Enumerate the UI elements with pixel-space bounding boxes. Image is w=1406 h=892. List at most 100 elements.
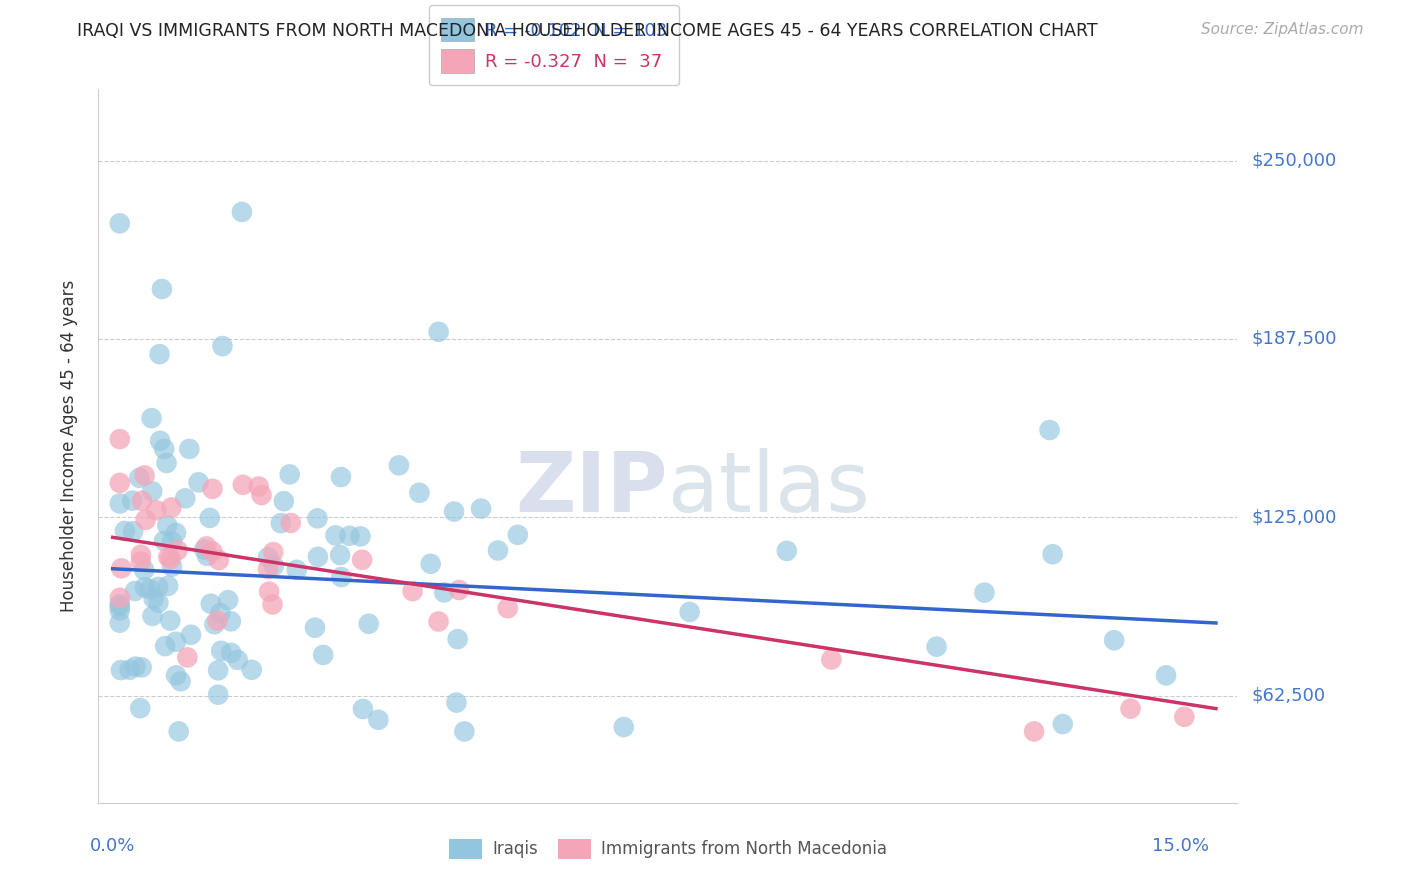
Point [449, 582, 471, 597]
Point [219, 646, 242, 660]
Point [160, 534, 183, 549]
Point [226, 653, 249, 667]
Legend: Iraqis, Immigrants from North Macedonia: Iraqis, Immigrants from North Macedonia [441, 832, 894, 866]
Point [134, 580, 156, 594]
Point [187, 475, 209, 490]
Point [1154, 668, 1177, 682]
Point [131, 494, 153, 508]
Text: 15.0%: 15.0% [1152, 837, 1209, 855]
Point [257, 562, 280, 576]
Point [231, 205, 253, 219]
Point [160, 500, 183, 515]
Text: $250,000: $250,000 [1251, 152, 1337, 169]
Text: $62,500: $62,500 [1251, 687, 1326, 705]
Point [506, 528, 529, 542]
Point [200, 597, 222, 611]
Point [134, 468, 156, 483]
Point [446, 632, 468, 646]
Point [820, 652, 842, 666]
Text: IRAQI VS IMMIGRANTS FROM NORTH MACEDONIA HOUSEHOLDER INCOME AGES 45 - 64 YEARS C: IRAQI VS IMMIGRANTS FROM NORTH MACEDONIA… [77, 22, 1098, 40]
Point [207, 614, 229, 628]
Point [108, 597, 131, 611]
Point [443, 504, 465, 518]
Point [1038, 423, 1060, 437]
Text: 0.0%: 0.0% [90, 837, 135, 855]
Point [1119, 701, 1142, 715]
Point [128, 471, 150, 485]
Point [108, 432, 131, 446]
Point [419, 557, 441, 571]
Point [160, 559, 183, 574]
Point [307, 511, 329, 525]
Point [307, 549, 329, 564]
Point [148, 347, 170, 361]
Point [193, 542, 215, 557]
Point [388, 458, 411, 473]
Point [427, 325, 450, 339]
Point [453, 724, 475, 739]
Point [208, 553, 231, 567]
Point [153, 639, 176, 653]
Point [776, 544, 799, 558]
Point [157, 550, 180, 565]
Point [156, 518, 179, 533]
Point [149, 434, 172, 448]
Point [357, 616, 380, 631]
Point [129, 548, 152, 562]
Point [174, 491, 197, 506]
Point [925, 640, 948, 654]
Point [141, 411, 163, 425]
Text: Source: ZipAtlas.com: Source: ZipAtlas.com [1201, 22, 1364, 37]
Point [134, 563, 156, 577]
Point [1173, 710, 1195, 724]
Point [165, 525, 187, 540]
Point [122, 524, 145, 539]
Point [159, 552, 181, 566]
Point [148, 596, 170, 610]
Point [195, 540, 218, 554]
Point [219, 615, 242, 629]
Point [165, 668, 187, 682]
Point [470, 501, 492, 516]
Point [135, 513, 157, 527]
Point [232, 477, 254, 491]
Point [121, 493, 143, 508]
Point [367, 713, 389, 727]
Point [179, 442, 201, 456]
Point [278, 467, 301, 482]
Point [352, 702, 374, 716]
Point [262, 598, 284, 612]
Point [250, 488, 273, 502]
Point [108, 603, 131, 617]
Point [159, 614, 181, 628]
Point [280, 516, 302, 530]
Point [155, 456, 177, 470]
Point [496, 601, 519, 615]
Point [167, 724, 190, 739]
Point [679, 605, 702, 619]
Point [157, 579, 180, 593]
Point [141, 609, 163, 624]
Point [273, 494, 295, 508]
Point [108, 475, 131, 490]
Point [198, 511, 221, 525]
Point [202, 617, 225, 632]
Point [211, 339, 233, 353]
Point [108, 497, 131, 511]
Point [108, 216, 131, 230]
Point [613, 720, 636, 734]
Point [110, 561, 132, 575]
Point [1102, 633, 1125, 648]
Text: $187,500: $187,500 [1251, 330, 1337, 348]
Point [257, 550, 280, 565]
Point [257, 584, 280, 599]
Text: ZIP: ZIP [516, 449, 668, 529]
Point [150, 282, 173, 296]
Point [486, 543, 509, 558]
Point [349, 529, 371, 543]
Point [201, 482, 224, 496]
Point [110, 663, 132, 677]
Point [165, 634, 187, 648]
Point [124, 584, 146, 599]
Point [330, 470, 353, 484]
